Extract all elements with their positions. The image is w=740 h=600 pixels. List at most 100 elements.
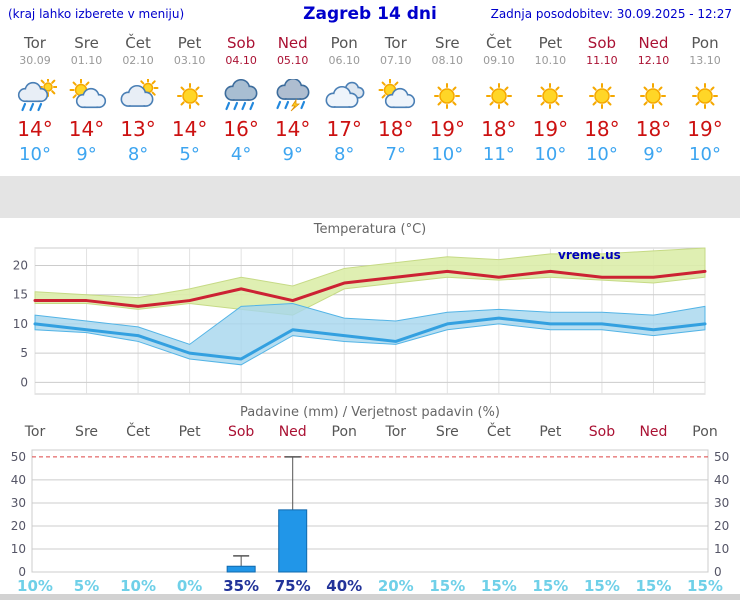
precipitation-chart: Padavine (mm) / Verjetnost padavin (%) T… [0,402,740,595]
menu-hint: (kraj lahko izberete v meniju) [8,7,185,21]
forecast-day-column: Tor 07.10 18° 7° [369,26,423,165]
line-max-temperature [33,269,707,308]
temperature-chart-title: Temperatura (°C) [313,222,427,237]
precip-probability: 15% [583,577,620,595]
precip-probability: 10% [120,577,157,595]
min-temperature: 8° [127,144,149,165]
forecast-day-column: Čet 09.10 18° 11° [472,26,526,165]
max-temperature: 17° [326,117,362,141]
precip-chart-svg: 0 0 10 10 20 20 30 30 40 40 50 50 [11,449,729,578]
forecast-day-column: Pet 10.10 19° 10° [523,26,577,165]
day-name: Ned [277,34,308,52]
forecast-day-column: Ned 05.10 14° 9° [266,26,320,165]
forecast-day-column: Pon 06.10 17° 8° [317,26,371,165]
weather-icon-sunny [678,79,732,115]
max-temperature: 14° [17,117,53,141]
svg-text:15: 15 [13,288,28,302]
max-temperature: 14° [171,117,208,141]
line-min-temperature [33,316,707,361]
precip-day-label: Pon [331,424,357,440]
min-temperature: 9° [76,144,97,165]
precip-bar [278,509,308,573]
day-date: 02.10 [122,54,154,67]
min-temperature: 7° [385,144,406,165]
weather-icon-heavy-rain [214,78,268,115]
max-temperature: 14° [274,117,311,141]
max-temperature: 19° [532,117,569,141]
forecast-day-column: Pon 13.10 19° 10° [678,26,732,165]
precip-day-label: Čet [486,424,511,440]
weather-icon-sunny [420,79,474,115]
min-temperature: 9° [643,144,664,165]
min-temperature: 8° [333,144,355,165]
precipitation-chart-title: Padavine (mm) / Verjetnost padavin (%) [240,405,500,420]
day-date: 11.10 [586,54,618,67]
precip-probability: 15% [429,577,466,595]
svg-text:20: 20 [11,519,26,533]
precip-probability: 15% [532,577,569,595]
max-temperature: 19° [687,117,723,141]
forecast-days: Tor 30.09 14° 10° Sre 01.10 14° 9° Čet 02.10 13° 8°… [0,26,740,176]
max-temperature: 19° [429,117,466,141]
precip-day-label: Ned [639,424,668,440]
max-temperature: 16° [223,117,259,141]
weather-icon-mostly-cloudy [111,77,165,115]
svg-text:10: 10 [13,317,28,331]
svg-text:20: 20 [13,259,28,273]
min-temperature: 10° [534,144,567,165]
forecast-day-column: Sre 08.10 19° 10° [420,26,474,165]
forecast-day-column: Sob 04.10 16° 4° [214,26,268,165]
svg-text:5: 5 [20,346,28,360]
precip-probability: 10% [17,577,53,595]
day-name: Pet [538,34,563,52]
watermark-link[interactable]: vreme.us [558,248,621,262]
max-temperature: 14° [68,117,105,141]
day-name: Pon [330,34,358,52]
min-temperature: 10° [431,144,464,165]
svg-text:40: 40 [714,473,729,487]
weather-icon-cloudy [317,79,371,115]
precip-day-label: Tor [385,424,407,440]
weather-icon-sunny [472,79,526,115]
day-date: 13.10 [689,54,721,67]
precip-bar [226,565,256,573]
separator-band [0,176,740,218]
day-date: 09.10 [483,54,515,67]
day-date: 01.10 [70,54,103,67]
precip-day-label: Pet [539,424,562,440]
svg-text:20: 20 [714,519,729,533]
precip-probability: 20% [377,577,414,595]
day-name: Sre [435,34,460,52]
svg-text:0: 0 [714,565,722,578]
day-name: Čet [486,34,512,52]
weather-icon-rain [8,77,62,115]
precip-probability: 35% [223,577,260,595]
day-name: Čet [125,34,151,52]
temperature-chart: Temperatura (°C) 0 5 10 15 20 vreme.us [0,218,740,402]
weather-icon-sunny [626,79,680,115]
svg-text:10: 10 [11,542,26,556]
max-temperature: 18° [635,117,672,141]
band-min-range [34,302,706,366]
weather-icon-storm-rain [266,77,320,115]
precip-probability: 75% [274,577,311,595]
day-date: 30.09 [19,54,51,67]
day-name: Pet [177,34,202,52]
precip-day-label: Sre [75,424,99,440]
day-name: Pon [691,34,719,52]
weather-icon-partly-cloudy [369,78,423,115]
precip-day-label: Sob [227,424,255,440]
max-temperature: 13° [120,117,156,141]
min-temperature: 10° [689,144,721,165]
precip-day-label: Sob [588,424,616,440]
max-temperature: 18° [584,117,620,141]
forecast-day-column: Sob 11.10 18° 10° [575,26,629,165]
precip-day-label: Pon [692,424,718,440]
day-date: 06.10 [328,54,360,67]
page-title: Zagreb 14 dni [303,4,437,24]
day-name: Sob [587,34,617,52]
min-temperature: 10° [19,144,51,165]
precip-probability: 15% [480,577,517,595]
day-name: Sob [227,34,256,52]
